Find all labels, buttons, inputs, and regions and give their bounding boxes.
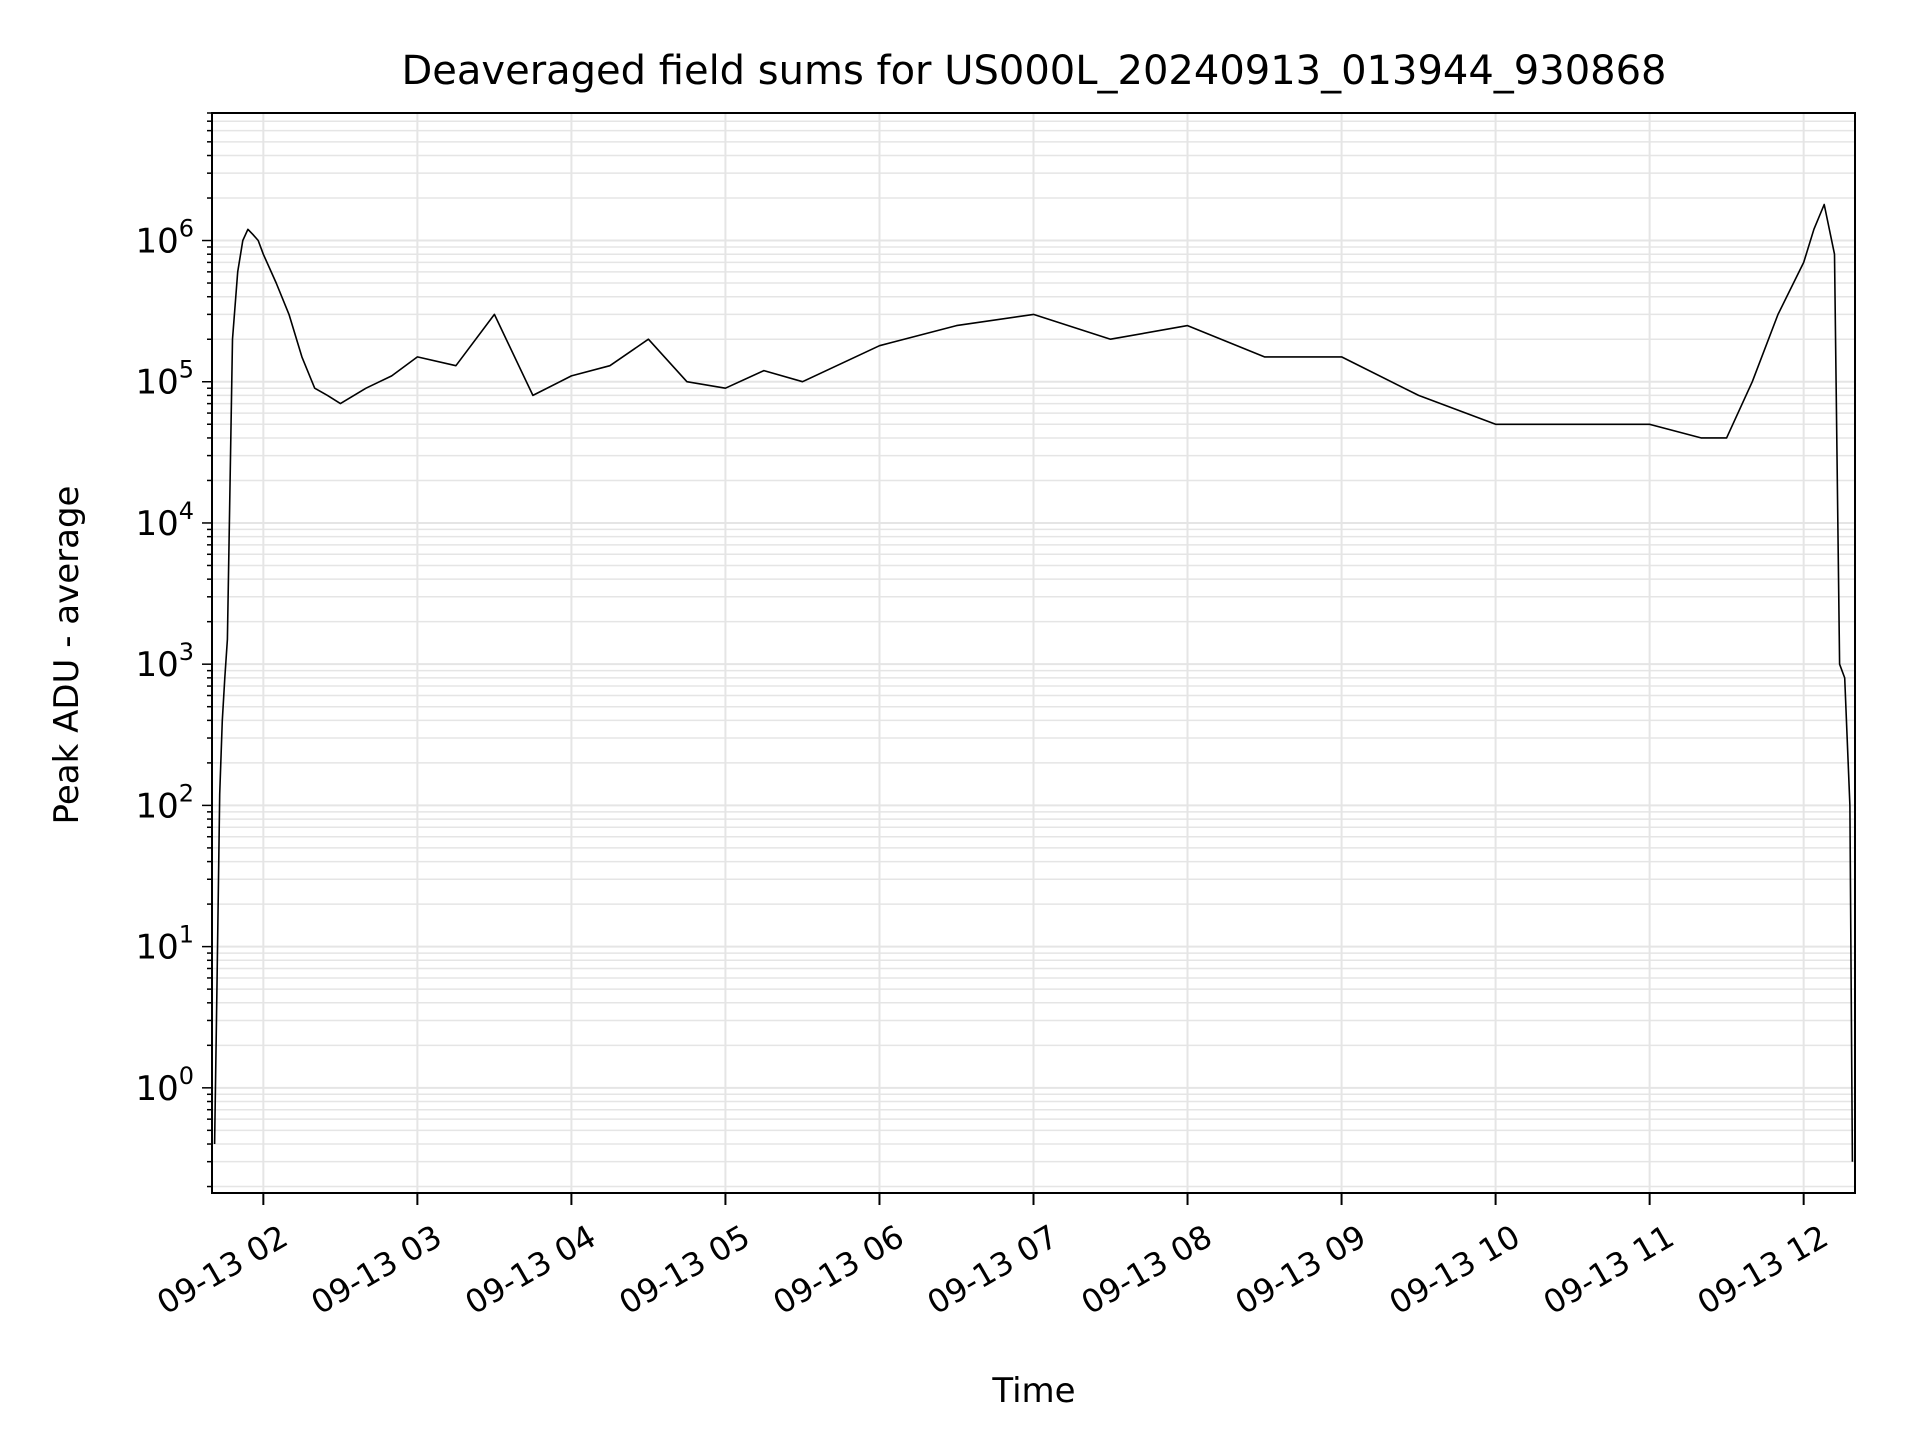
y-tick-label-exponent: 1 bbox=[179, 921, 194, 949]
y-tick-label-exponent: 3 bbox=[179, 638, 194, 666]
y-tick-label-base: 10 bbox=[135, 504, 178, 544]
y-tick-label: 101 bbox=[135, 921, 194, 968]
y-tick-label-exponent: 4 bbox=[179, 497, 194, 525]
y-tick-label: 103 bbox=[135, 638, 194, 685]
y-tick-label-base: 10 bbox=[135, 222, 178, 262]
y-tick-label-exponent: 0 bbox=[179, 1062, 194, 1090]
y-tick-label-exponent: 6 bbox=[179, 215, 194, 243]
y-tick-label-base: 10 bbox=[135, 786, 178, 826]
y-tick-label-base: 10 bbox=[135, 1069, 178, 1109]
grid bbox=[212, 112, 1855, 1193]
chart-title: Deaveraged field sums for US000L_2024091… bbox=[402, 48, 1667, 94]
y-tick-label-base: 10 bbox=[135, 928, 178, 968]
series-line-group bbox=[213, 203, 1854, 1162]
y-tick-label-base: 10 bbox=[135, 363, 178, 403]
y-tick-label: 100 bbox=[135, 1062, 194, 1109]
series-line bbox=[213, 203, 1854, 1162]
y-tick-label: 106 bbox=[135, 215, 194, 262]
y-tick-label-exponent: 2 bbox=[179, 779, 194, 807]
x-axis-label: Time bbox=[991, 1371, 1075, 1411]
y-tick-label: 104 bbox=[135, 497, 194, 544]
y-tick-label-base: 10 bbox=[135, 645, 178, 685]
y-axis-label: Peak ADU - average bbox=[47, 486, 87, 825]
y-tick-label: 105 bbox=[135, 356, 194, 403]
y-tick-label-exponent: 5 bbox=[179, 356, 194, 384]
y-tick-label: 102 bbox=[135, 779, 194, 826]
